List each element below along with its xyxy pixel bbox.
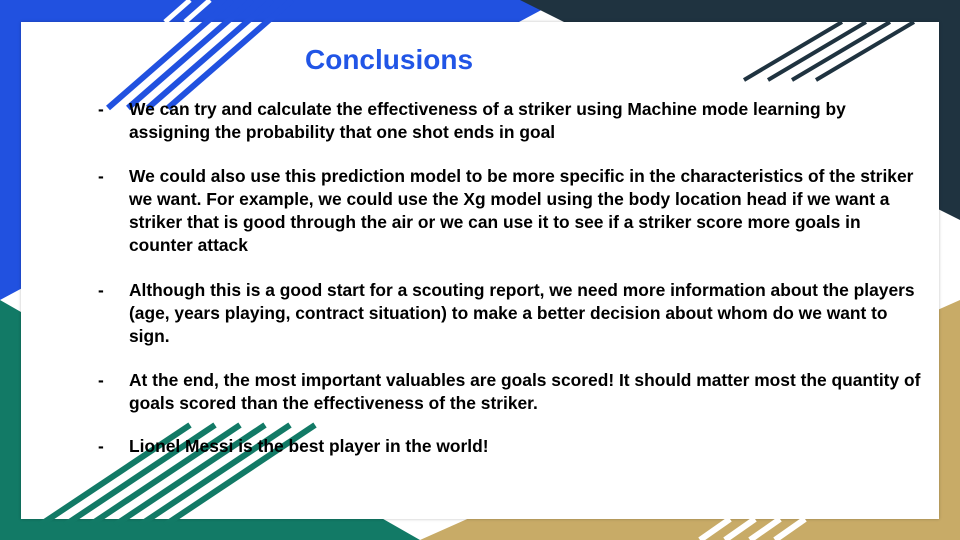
bullet-item: - We can try and calculate the effective…	[98, 98, 928, 144]
bullet-text: We can try and calculate the effectivene…	[129, 99, 846, 142]
bullet-marker: -	[98, 166, 104, 186]
bullet-text: At the end, the most important valuables…	[129, 370, 921, 413]
slide-title: Conclusions	[305, 44, 474, 75]
bullet-text: We could also use this prediction model …	[129, 166, 914, 255]
bullet-item: - At the end, the most important valuabl…	[98, 369, 928, 415]
bullet-item: - Although this is a good start for a sc…	[98, 279, 928, 348]
bullet-marker: -	[98, 99, 104, 119]
bullet-marker: -	[98, 280, 104, 300]
bullet-item: - We could also use this prediction mode…	[98, 165, 928, 257]
bullet-item: - Lionel Messi is the best player in the…	[98, 435, 928, 458]
bullet-text: Lionel Messi is the best player in the w…	[129, 436, 489, 456]
bullet-text: Although this is a good start for a scou…	[129, 280, 915, 346]
bullet-marker: -	[98, 370, 104, 390]
bullet-marker: -	[98, 436, 104, 456]
